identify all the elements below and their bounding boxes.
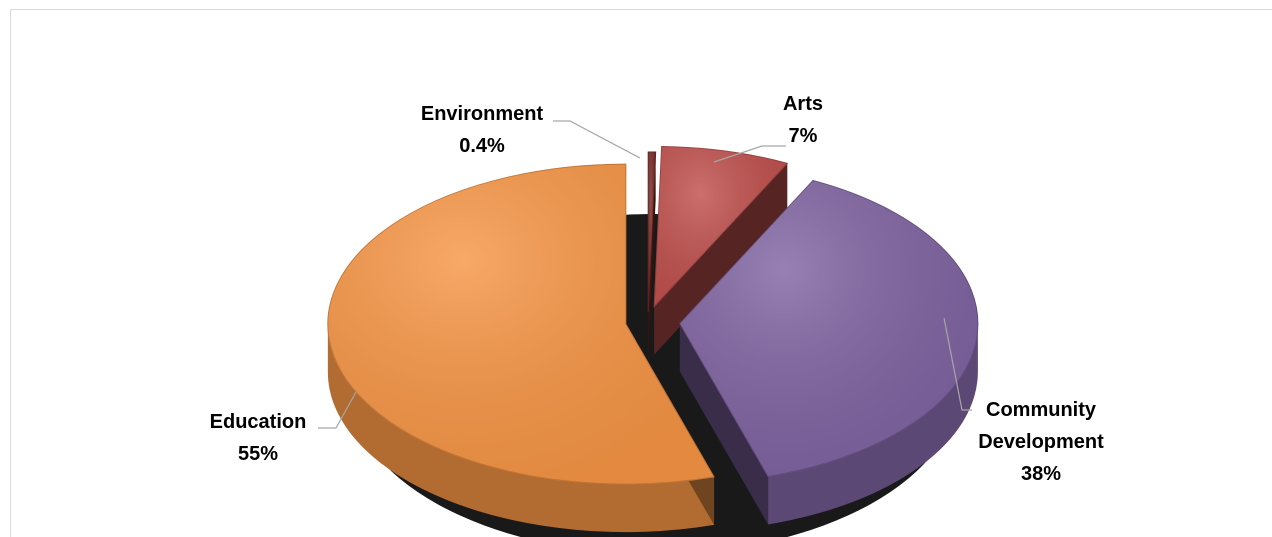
pie-side-education [327, 324, 715, 533]
data-label-arts-name: Arts [783, 93, 823, 115]
pie-cut-face [679, 323, 769, 525]
leader-line-education [318, 391, 357, 429]
leader-line-arts [713, 145, 786, 163]
data-label-education-percent: 55% [238, 443, 278, 465]
chart-area [10, 9, 1272, 537]
data-label-environment-name: Environment [421, 103, 544, 125]
data-label-community-development-name: Community [986, 399, 1097, 421]
leader-line-environment [553, 120, 641, 159]
data-label-arts-percent: 7% [789, 125, 818, 147]
data-label-community-development-name: Development [978, 431, 1104, 453]
data-label-environment-percent: 0.4% [459, 135, 505, 157]
pie-cut-face [654, 163, 788, 355]
data-label-education-name: Education [210, 411, 307, 433]
pie-slice-highlight [654, 146, 788, 307]
pie-side-community-development [768, 323, 978, 525]
pie-slice-highlight [327, 164, 715, 485]
pie-cut-face [648, 152, 656, 361]
pie-slice-highlight [648, 152, 656, 313]
data-label-community-development-percent: 38% [1021, 463, 1061, 485]
pie-slice-highlight [679, 180, 978, 477]
leader-line-community-development [943, 317, 972, 411]
